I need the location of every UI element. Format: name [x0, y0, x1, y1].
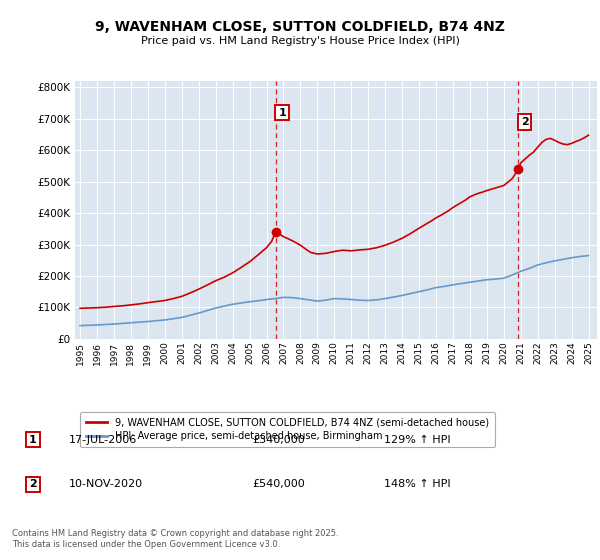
- Text: 2: 2: [29, 479, 37, 489]
- Text: 129% ↑ HPI: 129% ↑ HPI: [384, 435, 451, 445]
- Text: Price paid vs. HM Land Registry's House Price Index (HPI): Price paid vs. HM Land Registry's House …: [140, 36, 460, 46]
- Text: 148% ↑ HPI: 148% ↑ HPI: [384, 479, 451, 489]
- Text: 1: 1: [278, 108, 286, 118]
- Text: Contains HM Land Registry data © Crown copyright and database right 2025.
This d: Contains HM Land Registry data © Crown c…: [12, 529, 338, 549]
- Text: £340,000: £340,000: [252, 435, 305, 445]
- Text: 2: 2: [521, 117, 529, 127]
- Text: 9, WAVENHAM CLOSE, SUTTON COLDFIELD, B74 4NZ: 9, WAVENHAM CLOSE, SUTTON COLDFIELD, B74…: [95, 20, 505, 34]
- Text: 1: 1: [29, 435, 37, 445]
- Text: 10-NOV-2020: 10-NOV-2020: [69, 479, 143, 489]
- Text: 17-JUL-2006: 17-JUL-2006: [69, 435, 137, 445]
- Text: £540,000: £540,000: [252, 479, 305, 489]
- Legend: 9, WAVENHAM CLOSE, SUTTON COLDFIELD, B74 4NZ (semi-detached house), HPI: Average: 9, WAVENHAM CLOSE, SUTTON COLDFIELD, B74…: [80, 412, 495, 447]
